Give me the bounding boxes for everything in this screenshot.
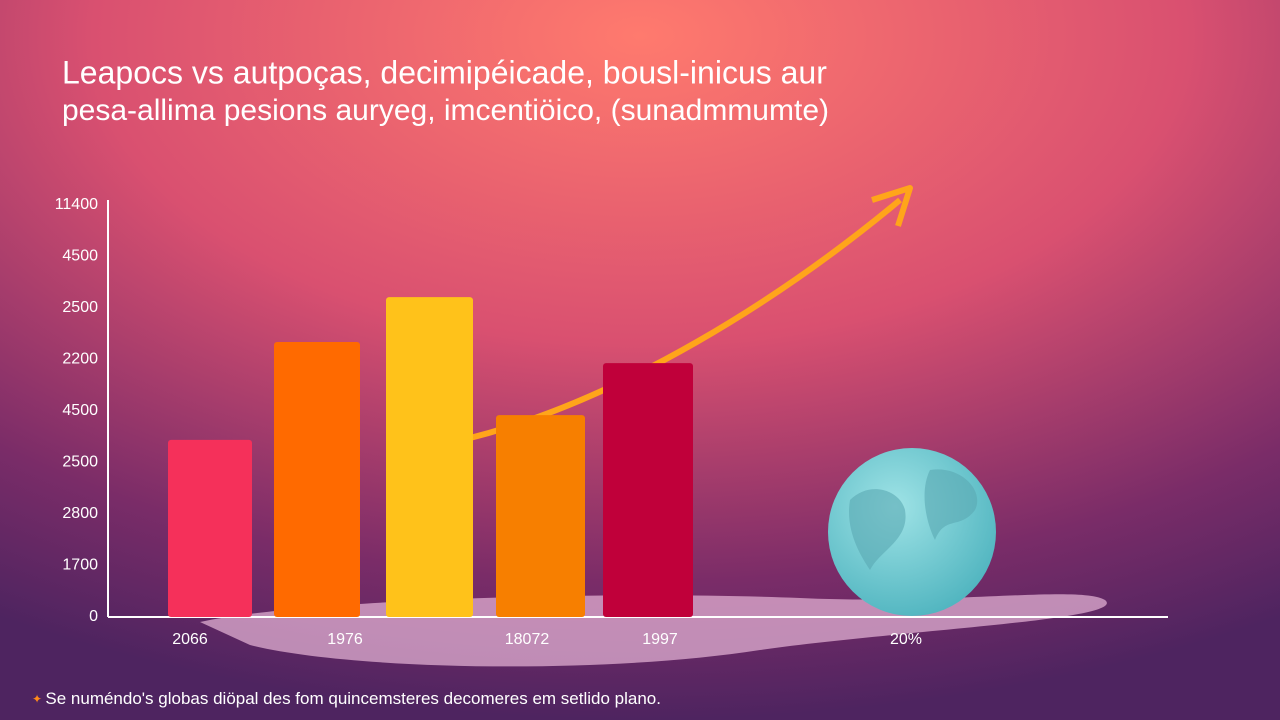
bar: [168, 439, 252, 617]
y-tick-label: 4500: [62, 248, 98, 265]
x-tick-label: 18072: [505, 631, 550, 648]
bar: [496, 415, 585, 617]
y-tick-label: 11400: [55, 196, 98, 213]
y-tick-label: 0: [89, 608, 98, 625]
y-tick-label: 1700: [62, 557, 98, 574]
y-tick-label: 2500: [62, 299, 98, 316]
y-tick-label: 4500: [62, 402, 98, 419]
footnote: ✦ Se numéndo's globas diöpal des fom qui…: [32, 689, 661, 708]
title-line: Leapocs vs autpoças, decimipéicade, bous…: [62, 54, 827, 90]
y-tick-label: 2500: [62, 454, 98, 471]
y-tick-label: 2800: [62, 505, 98, 522]
x-tick-label: 1997: [642, 631, 678, 648]
bar: [603, 363, 693, 617]
footnote-text: Se numéndo's globas diöpal des fom quinc…: [45, 689, 661, 708]
title-line: pesa-allima pesions auryeg, imcentiöico,…: [62, 94, 829, 127]
arrow-head: [871, 185, 913, 227]
x-tick-label: 1976: [327, 631, 363, 648]
y-tick-label: 2200: [62, 351, 98, 368]
annotation: 20%: [890, 631, 922, 648]
x-tick-label: 2066: [172, 631, 208, 648]
bar: [386, 297, 473, 617]
bar: [274, 341, 360, 617]
continents: [849, 469, 978, 570]
